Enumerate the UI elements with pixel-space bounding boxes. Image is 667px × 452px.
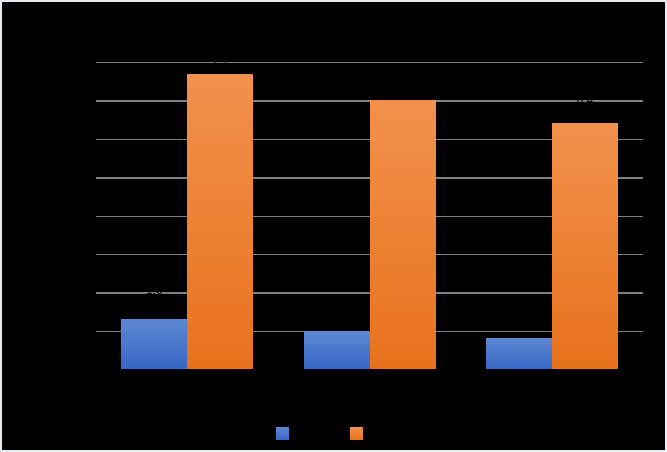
- bar-orange-0: [187, 73, 254, 369]
- bar-blue-0: [121, 319, 188, 369]
- legend-item-orange: [350, 427, 416, 440]
- data-label: 6.4: [576, 93, 594, 108]
- legend-swatch-blue-icon: [276, 427, 289, 440]
- plot-area: 1.3 7.7 6.4: [96, 56, 643, 369]
- bar-blue-2: [485, 338, 552, 369]
- bar-orange-1: [369, 100, 436, 369]
- legend-swatch-orange-icon: [350, 427, 363, 440]
- bar-orange-2: [551, 123, 618, 369]
- bar-blue-1: [303, 330, 370, 369]
- data-label: 7.7: [211, 54, 229, 69]
- gridline: [96, 62, 643, 64]
- legend-item-blue: [276, 427, 342, 440]
- data-label: 1.3: [145, 283, 163, 298]
